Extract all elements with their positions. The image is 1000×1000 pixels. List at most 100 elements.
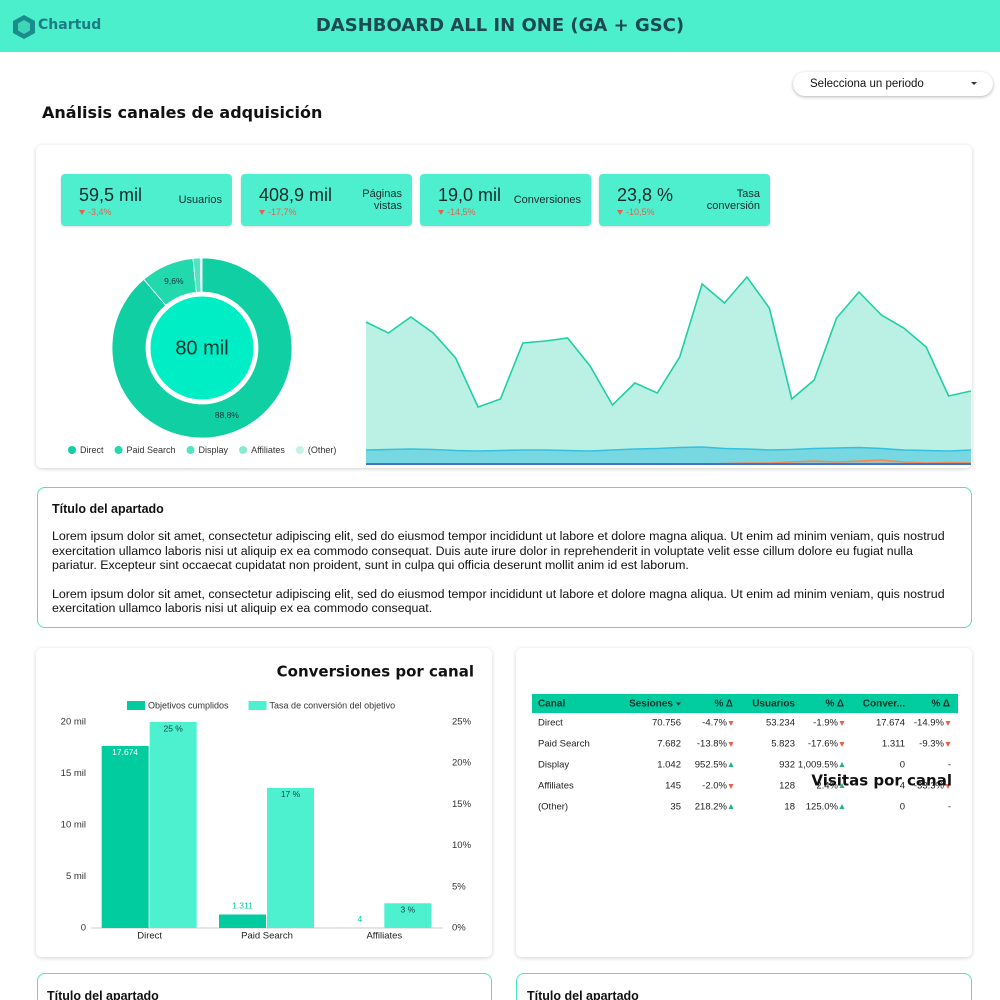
text-card-title: Título del apartado bbox=[52, 502, 164, 516]
up-arrow bbox=[839, 804, 845, 809]
bar-value-label: 17 % bbox=[281, 789, 301, 799]
table-cell: 0 bbox=[900, 802, 905, 813]
table-cell: -4.7% bbox=[702, 718, 727, 729]
table-cell: 35 bbox=[670, 802, 681, 813]
bar bbox=[219, 914, 266, 928]
table-cell: -14.9% bbox=[914, 718, 945, 729]
table-cell: 7.682 bbox=[657, 739, 681, 750]
table-header: Usuarios bbox=[752, 699, 795, 710]
legend-label: Tasa de conversión del objetivo bbox=[270, 700, 396, 710]
y2-tick-label: 25% bbox=[452, 717, 472, 728]
table-cell: 0 bbox=[900, 760, 905, 771]
table-cell: 1,009.5% bbox=[798, 760, 839, 771]
table-cell: 1.042 bbox=[657, 760, 681, 771]
delta-arrow bbox=[79, 210, 85, 215]
legend-label: Affiliates bbox=[251, 445, 285, 455]
table-cell: 218.2% bbox=[695, 802, 728, 813]
kpi-card: 408,9 mil Páginas vistas -17,7% bbox=[241, 174, 412, 226]
down-arrow bbox=[945, 721, 951, 726]
kpi-value: 59,5 mil bbox=[79, 185, 143, 205]
y2-tick-label: 0% bbox=[452, 923, 466, 934]
down-arrow bbox=[839, 721, 845, 726]
kpi-delta: -17,7% bbox=[259, 207, 297, 217]
x-tick-label: Direct bbox=[137, 931, 162, 942]
table-cell: (Other) bbox=[538, 802, 568, 813]
period-selector[interactable]: Selecciona un periodo bbox=[793, 72, 993, 96]
table-header: Sesiones bbox=[629, 699, 673, 710]
bar bbox=[149, 722, 197, 928]
table-cell: -17.6% bbox=[808, 739, 839, 750]
y2-tick-label: 5% bbox=[452, 881, 466, 892]
donut-center bbox=[147, 293, 257, 403]
table-cell: Direct bbox=[538, 718, 563, 729]
y-tick-label: 5 mil bbox=[66, 871, 86, 882]
delta-text: -3,4% bbox=[88, 207, 112, 217]
bar bbox=[267, 787, 314, 928]
bar-value-label: 25 % bbox=[163, 723, 183, 733]
kpi-label: Páginas vistas bbox=[362, 188, 402, 212]
legend-label: Display bbox=[199, 445, 229, 455]
sort-icon bbox=[676, 702, 681, 706]
logo-icon bbox=[13, 15, 35, 39]
table-cell: 53.234 bbox=[766, 718, 795, 729]
bottom-card: Título del apartado bbox=[37, 973, 492, 1000]
down-arrow bbox=[728, 784, 734, 789]
table-cell: -9.3% bbox=[919, 739, 944, 750]
table-cell: -1.9% bbox=[813, 718, 838, 729]
table-cell: 18 bbox=[784, 802, 795, 813]
x-tick-label: Affiliates bbox=[366, 931, 402, 942]
period-selector-text: Selecciona un periodo bbox=[810, 78, 924, 90]
table-header: Conver... bbox=[863, 699, 905, 710]
slice-label: 9,6% bbox=[164, 276, 184, 286]
table-cell: 125.0% bbox=[806, 802, 839, 813]
kpi-card: 19,0 mil Conversiones -14,5% bbox=[420, 174, 591, 226]
delta-arrow bbox=[617, 210, 623, 215]
table-cell: Affiliates bbox=[538, 781, 574, 792]
delta-text: -17,7% bbox=[268, 207, 297, 217]
table-cell: 17.674 bbox=[876, 718, 905, 729]
table-header: % Δ bbox=[932, 699, 951, 710]
kpi-label: Tasa conversión bbox=[706, 188, 760, 212]
bottom-card-title: Título del apartado bbox=[47, 989, 159, 1000]
dashboard-title: DASHBOARD ALL IN ONE (GA + GSC) bbox=[315, 15, 685, 36]
header: Chartud DASHBOARD ALL IN ONE (GA + GSC) bbox=[0, 0, 1000, 52]
slice-label: 88,8% bbox=[215, 410, 240, 420]
table-title: Visitas por canal bbox=[811, 772, 952, 790]
delta-text: -10,5% bbox=[626, 207, 655, 217]
bottom-card: Título del apartado bbox=[516, 973, 972, 1000]
kpi-card: 59,5 mil Usuarios -3,4% bbox=[61, 174, 232, 226]
legend-swatch bbox=[248, 701, 267, 710]
y-tick-label: 15 mil bbox=[61, 768, 86, 779]
y2-tick-label: 10% bbox=[452, 840, 472, 851]
bottom-card-title: Título del apartado bbox=[527, 989, 639, 1000]
bar bbox=[101, 745, 149, 928]
legend-swatch bbox=[239, 446, 248, 454]
table-header: Canal bbox=[538, 699, 565, 710]
x-tick-label: Paid Search bbox=[241, 931, 293, 942]
down-arrow bbox=[945, 784, 951, 789]
y-tick-label: 10 mil bbox=[61, 820, 86, 831]
kpi-label: Conversiones bbox=[513, 194, 581, 206]
down-arrow bbox=[728, 742, 734, 747]
kpi-label: Usuarios bbox=[178, 194, 222, 206]
table-cell: 70.756 bbox=[652, 718, 681, 729]
table-cell: 4 bbox=[900, 781, 905, 792]
area-line bbox=[365, 446, 972, 452]
kpi-delta: -14,5% bbox=[438, 207, 476, 217]
table-cell: 932 bbox=[779, 760, 795, 771]
up-arrow bbox=[728, 762, 734, 767]
paragraph: Lorem ipsum dolor sit amet, consectetur … bbox=[52, 586, 945, 616]
kpi-delta: -10,5% bbox=[617, 207, 655, 217]
text-card: Título del apartado Lorem ipsum dolor si… bbox=[37, 487, 972, 628]
delta-text: -14,5% bbox=[447, 207, 476, 217]
up-arrow bbox=[839, 783, 845, 788]
kpi-card: 23,8 % Tasa conversión -10,5% bbox=[599, 174, 770, 226]
delta-arrow bbox=[438, 210, 444, 215]
table-cell: 128 bbox=[779, 781, 795, 792]
y-tick-label: 0 bbox=[81, 923, 86, 934]
kpi-value: 408,9 mil bbox=[259, 185, 333, 205]
up-arrow bbox=[728, 804, 734, 809]
y2-tick-label: 20% bbox=[452, 758, 472, 769]
table-cell: 2.4% bbox=[816, 781, 838, 792]
